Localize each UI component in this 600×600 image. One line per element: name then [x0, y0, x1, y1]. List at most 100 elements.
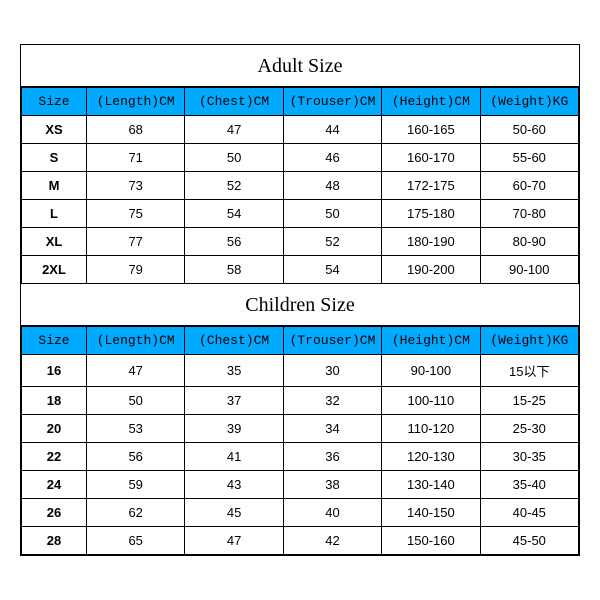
col-length: (Length)CM [87, 327, 185, 355]
cell: 48 [283, 172, 381, 200]
cell: 172-175 [382, 172, 480, 200]
cell: 70-80 [480, 200, 578, 228]
col-size: Size [22, 327, 87, 355]
cell: 190-200 [382, 256, 480, 284]
cell: 35 [185, 355, 283, 387]
cell: 50 [185, 144, 283, 172]
cell-size: L [22, 200, 87, 228]
col-height: (Height)CM [382, 327, 480, 355]
cell: 36 [283, 443, 381, 471]
cell: 73 [87, 172, 185, 200]
cell-size: M [22, 172, 87, 200]
cell-size: 20 [22, 415, 87, 443]
cell: 47 [87, 355, 185, 387]
cell: 58 [185, 256, 283, 284]
cell: 15以下 [480, 355, 578, 387]
cell-size: XS [22, 116, 87, 144]
col-trouser: (Trouser)CM [283, 88, 381, 116]
cell-size: 22 [22, 443, 87, 471]
cell: 52 [283, 228, 381, 256]
cell: 42 [283, 527, 381, 555]
cell: 130-140 [382, 471, 480, 499]
cell: 150-160 [382, 527, 480, 555]
cell: 140-150 [382, 499, 480, 527]
cell: 47 [185, 116, 283, 144]
table-row: L 75 54 50 175-180 70-80 [22, 200, 579, 228]
table-row: S 71 50 46 160-170 55-60 [22, 144, 579, 172]
cell: 160-170 [382, 144, 480, 172]
table-row: M 73 52 48 172-175 60-70 [22, 172, 579, 200]
cell: 34 [283, 415, 381, 443]
cell: 52 [185, 172, 283, 200]
cell: 50 [283, 200, 381, 228]
cell: 60-70 [480, 172, 578, 200]
cell: 56 [185, 228, 283, 256]
cell: 90-100 [480, 256, 578, 284]
adult-body: XS 68 47 44 160-165 50-60 S 71 50 46 160… [22, 116, 579, 284]
table-row: 20 53 39 34 110-120 25-30 [22, 415, 579, 443]
cell: 56 [87, 443, 185, 471]
cell: 68 [87, 116, 185, 144]
cell: 50-60 [480, 116, 578, 144]
col-trouser: (Trouser)CM [283, 327, 381, 355]
cell: 65 [87, 527, 185, 555]
table-row: 24 59 43 38 130-140 35-40 [22, 471, 579, 499]
cell: 37 [185, 387, 283, 415]
children-header-row: Size (Length)CM (Chest)CM (Trouser)CM (H… [22, 327, 579, 355]
adult-size-title: Adult Size [21, 45, 579, 87]
cell: 30 [283, 355, 381, 387]
table-row: 2XL 79 58 54 190-200 90-100 [22, 256, 579, 284]
cell: 38 [283, 471, 381, 499]
cell: 75 [87, 200, 185, 228]
col-size: Size [22, 88, 87, 116]
cell-size: S [22, 144, 87, 172]
table-row: XS 68 47 44 160-165 50-60 [22, 116, 579, 144]
cell: 39 [185, 415, 283, 443]
cell: 44 [283, 116, 381, 144]
cell: 120-130 [382, 443, 480, 471]
col-length: (Length)CM [87, 88, 185, 116]
cell: 15-25 [480, 387, 578, 415]
cell: 54 [283, 256, 381, 284]
col-weight: (Weight)KG [480, 327, 578, 355]
cell-size: XL [22, 228, 87, 256]
table-row: 16 47 35 30 90-100 15以下 [22, 355, 579, 387]
cell: 180-190 [382, 228, 480, 256]
children-size-table: Size (Length)CM (Chest)CM (Trouser)CM (H… [21, 326, 579, 555]
cell: 79 [87, 256, 185, 284]
cell: 50 [87, 387, 185, 415]
cell: 41 [185, 443, 283, 471]
cell: 110-120 [382, 415, 480, 443]
children-size-title: Children Size [21, 284, 579, 326]
cell-size: 26 [22, 499, 87, 527]
adult-header-row: Size (Length)CM (Chest)CM (Trouser)CM (H… [22, 88, 579, 116]
size-chart: Adult Size Size (Length)CM (Chest)CM (Tr… [20, 44, 580, 556]
cell-size: 28 [22, 527, 87, 555]
table-row: XL 77 56 52 180-190 80-90 [22, 228, 579, 256]
cell: 45 [185, 499, 283, 527]
table-row: 18 50 37 32 100-110 15-25 [22, 387, 579, 415]
col-chest: (Chest)CM [185, 88, 283, 116]
cell: 77 [87, 228, 185, 256]
col-weight: (Weight)KG [480, 88, 578, 116]
cell: 62 [87, 499, 185, 527]
cell: 175-180 [382, 200, 480, 228]
cell: 80-90 [480, 228, 578, 256]
cell: 30-35 [480, 443, 578, 471]
cell: 71 [87, 144, 185, 172]
children-body: 16 47 35 30 90-100 15以下 18 50 37 32 100-… [22, 355, 579, 555]
cell: 25-30 [480, 415, 578, 443]
table-row: 28 65 47 42 150-160 45-50 [22, 527, 579, 555]
cell: 160-165 [382, 116, 480, 144]
cell: 59 [87, 471, 185, 499]
cell: 54 [185, 200, 283, 228]
cell: 45-50 [480, 527, 578, 555]
cell: 35-40 [480, 471, 578, 499]
col-chest: (Chest)CM [185, 327, 283, 355]
cell-size: 18 [22, 387, 87, 415]
cell-size: 2XL [22, 256, 87, 284]
cell: 90-100 [382, 355, 480, 387]
cell: 32 [283, 387, 381, 415]
cell: 46 [283, 144, 381, 172]
cell: 55-60 [480, 144, 578, 172]
